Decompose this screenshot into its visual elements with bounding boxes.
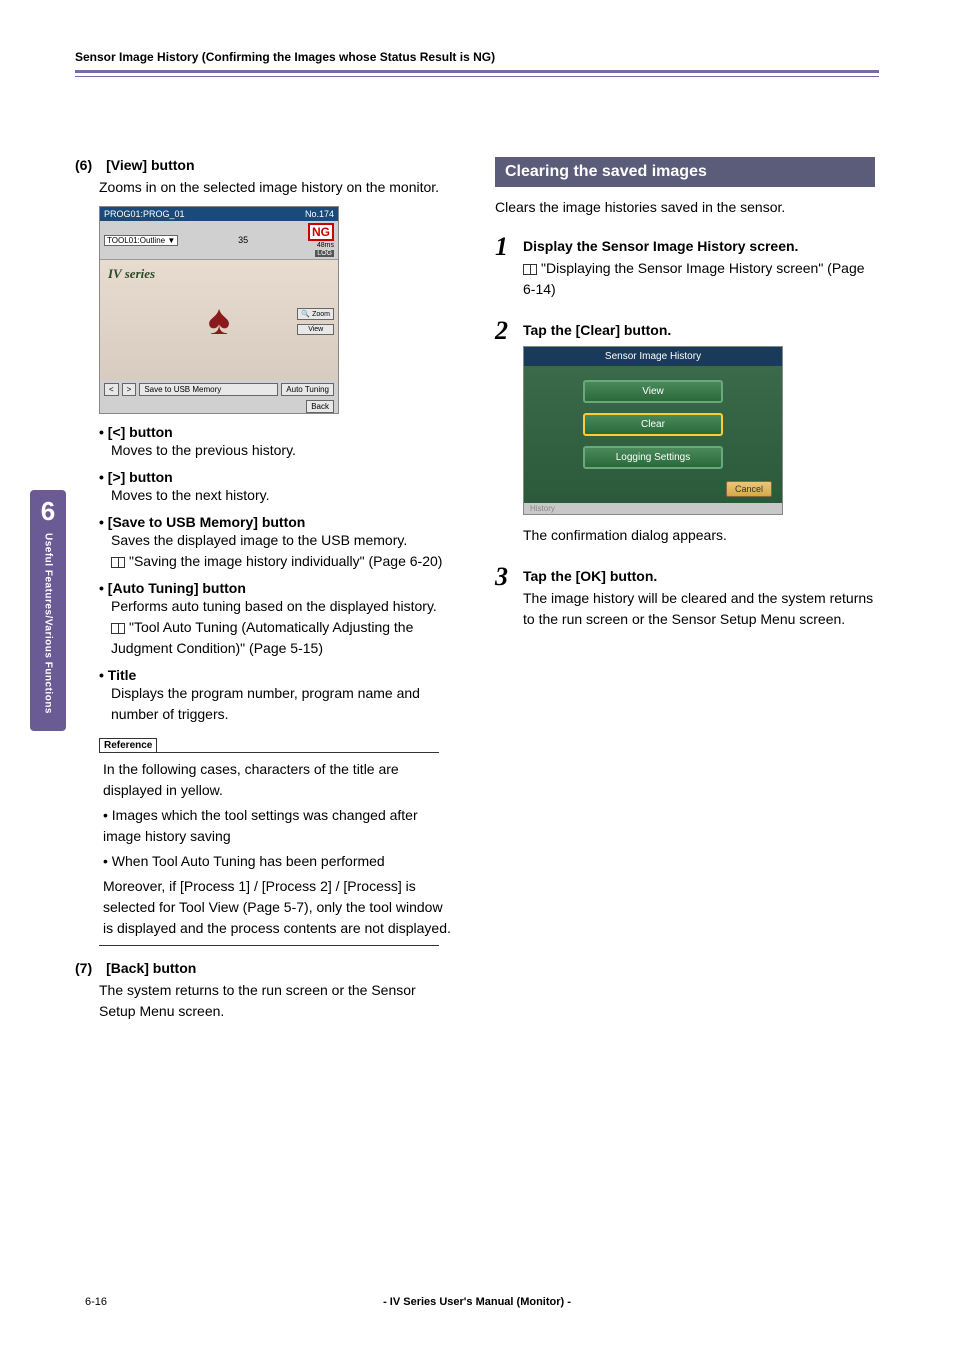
chapter-number: 6 bbox=[30, 496, 66, 527]
item6-head: (6) [View] button bbox=[75, 157, 455, 173]
ref-text2: Moreover, if [Process 1] / [Process 2] /… bbox=[103, 876, 455, 939]
prev-button: < bbox=[104, 383, 119, 396]
ss2-clear-button: Clear bbox=[583, 413, 723, 436]
left-column: (6) [View] button Zooms in on the select… bbox=[75, 157, 455, 1030]
b2-head: • [>] button bbox=[99, 469, 455, 485]
book-icon bbox=[111, 623, 125, 634]
ng-badge: NG bbox=[308, 223, 334, 241]
step3-title: Tap the [OK] button. bbox=[523, 568, 875, 584]
auto-tuning-button: Auto Tuning bbox=[281, 383, 334, 396]
ss2-view-button: View bbox=[583, 380, 723, 403]
next-button: > bbox=[122, 383, 137, 396]
step3-num: 3 bbox=[495, 564, 515, 630]
right-column: Clearing the saved images Clears the ima… bbox=[495, 157, 875, 1030]
iv-series-label: IV series bbox=[108, 266, 155, 282]
chapter-tab: 6 Useful Features/Various Functions bbox=[30, 490, 66, 731]
step1-ref: "Displaying the Sensor Image History scr… bbox=[523, 258, 875, 300]
ss1-prog: PROG01:PROG_01 bbox=[104, 209, 185, 219]
ss1-ms: 48ms bbox=[317, 242, 334, 249]
step2-title: Tap the [Clear] button. bbox=[523, 322, 875, 338]
section-desc: Clears the image histories saved in the … bbox=[495, 197, 875, 218]
ref-text1: In the following cases, characters of th… bbox=[103, 759, 455, 801]
ss1-tool-dropdown: TOOL01:Outline ▼ bbox=[104, 235, 178, 246]
view-screenshot: PROG01:PROG_01 No.174 TOOL01:Outline ▼ 3… bbox=[99, 206, 339, 414]
ref-bul2: • When Tool Auto Tuning has been perform… bbox=[103, 851, 455, 872]
book-icon bbox=[111, 557, 125, 568]
back-button: Back bbox=[306, 400, 334, 413]
ss1-score: 35 bbox=[238, 235, 248, 245]
step1-title: Display the Sensor Image History screen. bbox=[523, 238, 875, 254]
b1-head: • [<] button bbox=[99, 424, 455, 440]
b3-head: • [Save to USB Memory] button bbox=[99, 514, 455, 530]
b3-desc: Saves the displayed image to the USB mem… bbox=[111, 530, 455, 551]
footer-center: - IV Series User's Manual (Monitor) - bbox=[0, 1296, 954, 1308]
step2-num: 2 bbox=[495, 318, 515, 546]
ss1-no: No.174 bbox=[305, 209, 334, 219]
header-rule bbox=[75, 76, 879, 77]
view-button: View bbox=[297, 324, 334, 335]
zoom-button: 🔍 Zoom bbox=[297, 308, 334, 320]
b3-ref: "Saving the image history individually" … bbox=[111, 551, 455, 572]
b4-desc: Performs auto tuning based on the displa… bbox=[111, 596, 455, 617]
page-header: Sensor Image History (Confirming the Ima… bbox=[75, 50, 879, 73]
b5-head: • Title bbox=[99, 667, 455, 683]
spade-icon: ♠ bbox=[208, 296, 230, 344]
b5-desc: Displays the program number, program nam… bbox=[111, 683, 455, 725]
b1-desc: Moves to the previous history. bbox=[111, 440, 455, 461]
book-icon bbox=[523, 264, 537, 275]
log-badge: LOG bbox=[315, 250, 334, 257]
ss2-logging-button: Logging Settings bbox=[583, 446, 723, 469]
section-title: Clearing the saved images bbox=[495, 157, 875, 187]
item7-head: (7) [Back] button bbox=[75, 960, 455, 976]
chapter-label: Useful Features/Various Functions bbox=[43, 533, 54, 714]
ss2-title: Sensor Image History bbox=[524, 347, 782, 366]
ss2-footer: History bbox=[524, 503, 782, 514]
save-usb-button: Save to USB Memory bbox=[139, 383, 278, 396]
reference-label: Reference bbox=[99, 738, 157, 753]
item7-desc: The system returns to the run screen or … bbox=[99, 980, 455, 1022]
step2-after: The confirmation dialog appears. bbox=[523, 525, 875, 546]
b2-desc: Moves to the next history. bbox=[111, 485, 455, 506]
step1-num: 1 bbox=[495, 234, 515, 300]
ss2-cancel-button: Cancel bbox=[726, 481, 772, 497]
step3-text: The image history will be cleared and th… bbox=[523, 588, 875, 630]
b4-head: • [Auto Tuning] button bbox=[99, 580, 455, 596]
item6-desc: Zooms in on the selected image history o… bbox=[99, 177, 455, 198]
b4-ref: "Tool Auto Tuning (Automatically Adjusti… bbox=[111, 617, 455, 659]
ref-bul1: • Images which the tool settings was cha… bbox=[103, 805, 455, 847]
clear-screenshot: Sensor Image History View Clear Logging … bbox=[523, 346, 783, 515]
